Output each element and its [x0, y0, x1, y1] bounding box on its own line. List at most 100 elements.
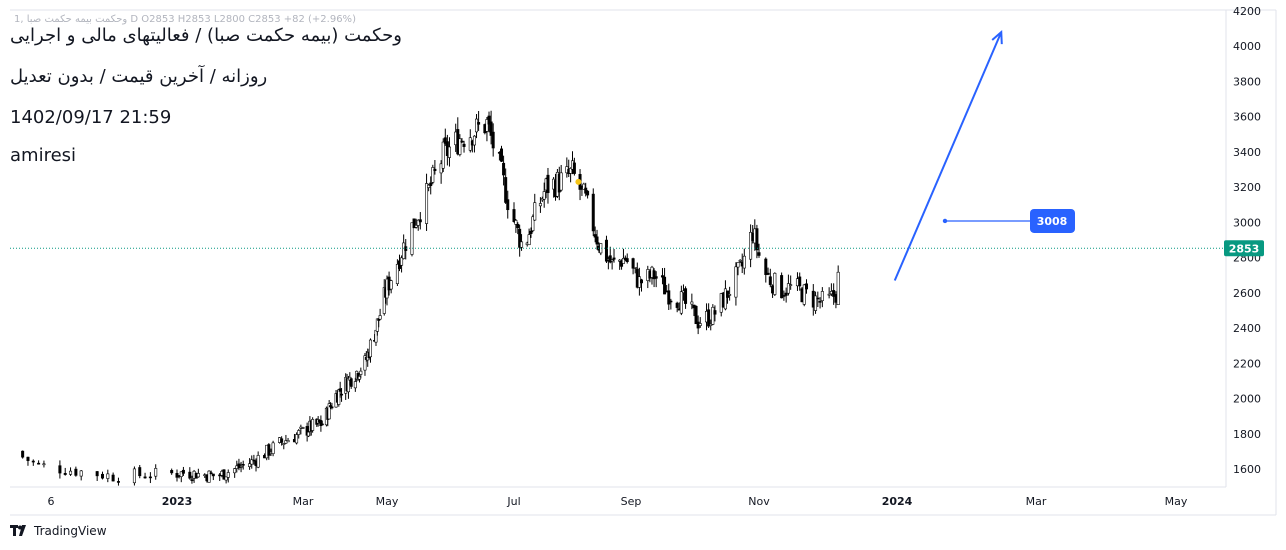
candle-body [612, 257, 616, 260]
candle-body [675, 302, 679, 308]
candle-body [132, 468, 136, 484]
annotations-group: 2853 3008 [10, 30, 1264, 281]
candle-body [816, 297, 820, 300]
candle-body [660, 275, 664, 278]
candle-body [357, 376, 361, 380]
candle-body [631, 258, 635, 269]
candle-body [789, 284, 793, 286]
candle-body [489, 121, 493, 136]
candle-body [410, 222, 414, 255]
price-tick-label: 3400 [1233, 146, 1261, 159]
price-tick-label: 2200 [1233, 357, 1261, 370]
candle-body [116, 481, 120, 483]
candle-body [679, 291, 683, 314]
price-tick-label: 2600 [1233, 287, 1261, 300]
candle-body [389, 280, 393, 290]
candle-body [31, 460, 35, 463]
candle-body [736, 262, 740, 268]
candle-body [755, 228, 759, 251]
candle-body [307, 431, 311, 437]
time-tick-label: Jul [506, 495, 520, 508]
candle-body [652, 270, 656, 280]
candle-body [608, 255, 612, 263]
candle-body [690, 301, 694, 305]
candle-body [593, 234, 597, 238]
candle-body [79, 470, 83, 477]
candle-body [780, 275, 784, 299]
time-tick-label: May [1165, 495, 1188, 508]
candle-body [42, 463, 46, 466]
candle-body [527, 234, 531, 246]
candle-body [569, 168, 573, 174]
candle-body [694, 305, 698, 325]
candle-body [546, 174, 550, 194]
candle-body [248, 463, 252, 467]
candle-body [447, 146, 451, 158]
time-tick-label: 2024 [882, 495, 913, 508]
candle-body [295, 434, 299, 444]
candle-body [425, 183, 429, 224]
candle-body [514, 220, 518, 225]
price-tick-label: 1800 [1233, 428, 1261, 441]
candle-body [832, 290, 836, 297]
candle-body [211, 473, 215, 477]
candle-body [654, 276, 658, 279]
candle-body [669, 300, 673, 303]
candle-body [711, 306, 715, 325]
candle-body [698, 323, 702, 326]
candle-body [728, 294, 732, 296]
candle-body [418, 219, 422, 223]
candle-body [256, 455, 260, 468]
candle-body [591, 193, 595, 232]
candle-body [395, 264, 399, 284]
candle-body [713, 310, 717, 315]
candle-body [572, 162, 576, 174]
candle-body [363, 355, 367, 371]
candle-body [431, 167, 435, 183]
candle-body [460, 140, 464, 143]
candle-body [338, 388, 342, 392]
candle-body [95, 471, 99, 477]
price-tick-label: 3600 [1233, 111, 1261, 124]
candle-body [798, 276, 802, 287]
candle-body [472, 135, 476, 146]
candle-body [368, 339, 372, 358]
tradingview-watermark[interactable]: TradingView [10, 524, 107, 538]
candle-body [639, 279, 643, 284]
candle-body [207, 470, 211, 483]
candle-body [836, 271, 840, 306]
candle-body [320, 423, 324, 426]
candle-body [604, 239, 608, 262]
candle-body [582, 183, 586, 190]
price-tick-label: 4200 [1233, 5, 1261, 18]
candle-body [271, 442, 275, 454]
candle-body [286, 440, 290, 443]
candle-body [297, 430, 301, 435]
candle-body [241, 463, 245, 466]
candle-body [179, 471, 183, 477]
target-price-label: 3008 [1037, 215, 1068, 228]
chart-title: وحکمت (بیمه حکمت صبا) / فعالیتهای مالی و… [10, 25, 402, 46]
price-tick-label: 3200 [1233, 181, 1261, 194]
price-tick-label: 2400 [1233, 322, 1261, 335]
candle-body [768, 276, 772, 285]
candle-body [667, 290, 671, 305]
candle-body [684, 288, 688, 304]
candle-body [340, 393, 344, 396]
candle-body [100, 473, 104, 479]
candle-body [531, 216, 535, 231]
signal-marker [575, 178, 582, 185]
candle-body [311, 419, 315, 431]
candle-body [209, 472, 213, 475]
plot-area[interactable] [10, 10, 1226, 487]
candle-body [773, 272, 777, 295]
candle-body [37, 462, 41, 465]
candle-body [400, 257, 404, 266]
price-tick-label: 3800 [1233, 75, 1261, 88]
time-axis: 6 2023 Mar May Jul Sep Nov 2024 Mar May [48, 495, 1188, 508]
candle-body [143, 476, 147, 479]
candle-body [378, 315, 382, 320]
candle-body [595, 236, 599, 245]
